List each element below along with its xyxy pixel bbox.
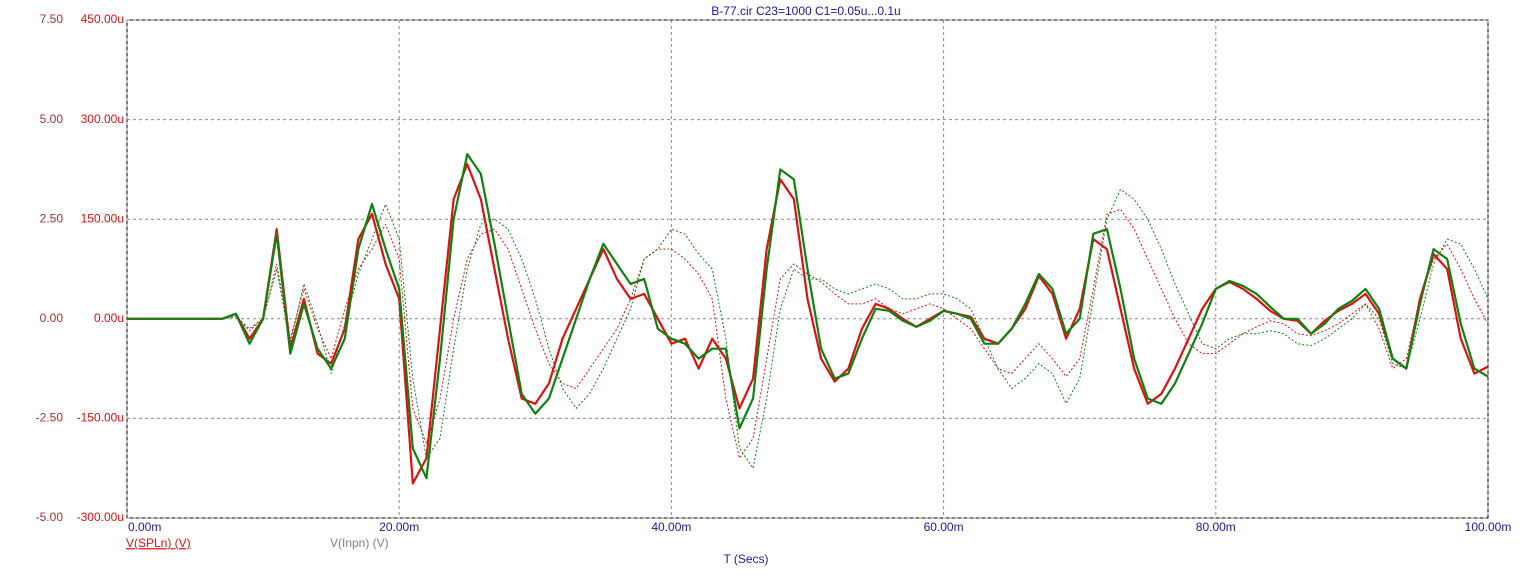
y2-tick-label: 450.00u: [81, 12, 124, 26]
x-tick-label: 40.00m: [651, 520, 691, 534]
y-tick-label: 5.00: [40, 112, 64, 126]
y-tick-label: -5.00: [36, 510, 64, 524]
y-tick-label: 7.50: [40, 12, 64, 26]
x-tick-label: 80.00m: [1196, 520, 1236, 534]
x-axis-label: T (Secs): [723, 552, 768, 566]
y-tick-label: 2.50: [40, 211, 64, 225]
legend-entry: V(Inpn) (V): [330, 536, 389, 550]
y2-tick-label: -300.00u: [77, 510, 124, 524]
legend-entry: V(SPLn) (V): [126, 536, 191, 550]
y-tick-label: -2.50: [36, 411, 64, 425]
y2-tick-label: 300.00u: [81, 112, 124, 126]
x-tick-label: 100.00m: [1465, 520, 1512, 534]
x-tick-label: 20.00m: [379, 520, 419, 534]
x-tick-label: 60.00m: [924, 520, 964, 534]
y2-tick-label: 150.00u: [81, 211, 124, 225]
chart-title: B-77.cir C23=1000 C1=0.05u...0.1u: [711, 4, 900, 18]
y2-tick-label: -150.00u: [77, 411, 124, 425]
series-line: [127, 188, 1489, 469]
y2-tick-label: 0.00u: [94, 311, 124, 325]
y-tick-label: 0.00: [40, 311, 64, 325]
series-line: [127, 162, 1489, 485]
series-line: [127, 208, 1489, 459]
series-line: [127, 153, 1489, 480]
x-tick-label: 0.00m: [128, 520, 161, 534]
